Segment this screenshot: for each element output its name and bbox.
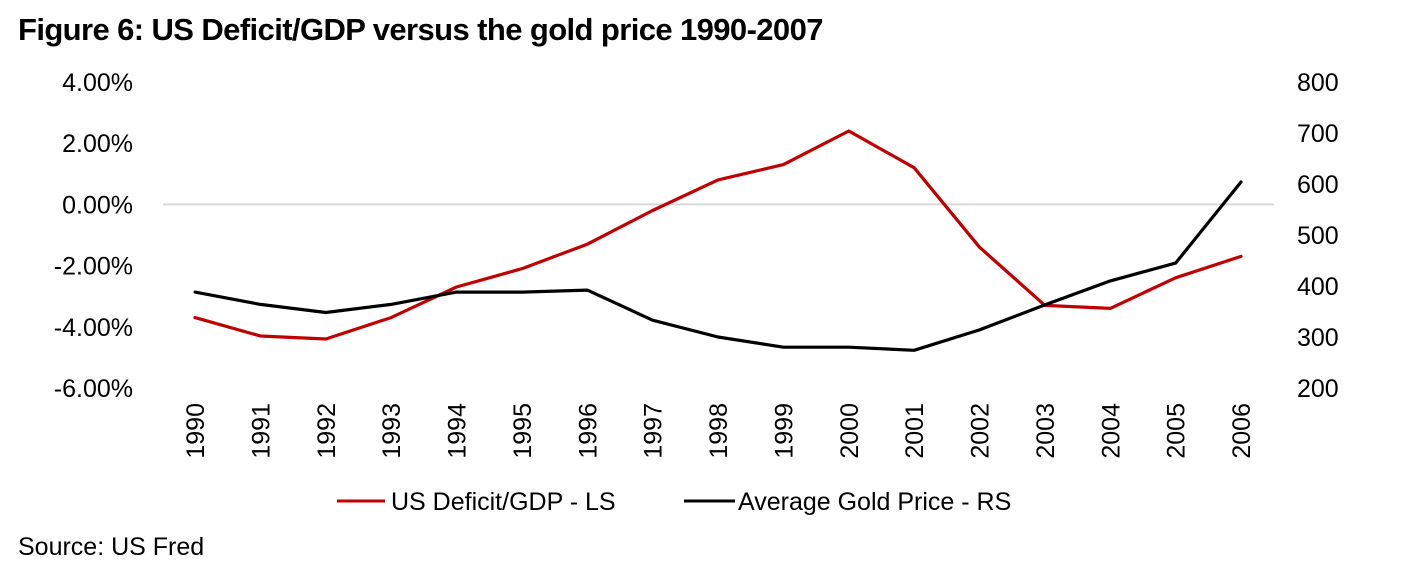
right-axis-tick-label: 800 xyxy=(1297,69,1339,97)
x-axis-tick-label: 1997 xyxy=(640,403,668,459)
right-axis-tick-label: 700 xyxy=(1297,120,1339,148)
x-axis-tick-label: 1993 xyxy=(378,403,406,459)
left-axis-tick-label: 0.00% xyxy=(62,191,133,219)
left-axis-tick-label: 4.00% xyxy=(62,69,133,97)
left-axis-tick-label: -2.00% xyxy=(54,253,133,281)
left-axis-tick-label: -6.00% xyxy=(54,375,133,403)
right-axis-tick-label: 500 xyxy=(1297,222,1339,250)
left-axis-tick-label: 2.00% xyxy=(62,130,133,158)
x-axis-tick-label: 2003 xyxy=(1032,403,1060,459)
right-axis-tick-label: 600 xyxy=(1297,171,1339,199)
series-line-gold-price xyxy=(193,180,1243,352)
right-axis-tick-label: 200 xyxy=(1297,375,1339,403)
x-axis-tick-label: 1995 xyxy=(509,403,537,459)
legend-item-gold-price: Average Gold Price - RS xyxy=(684,488,1011,516)
x-axis-tick-label: 2001 xyxy=(901,403,929,459)
legend-label: US Deficit/GDP - LS xyxy=(391,488,616,516)
legend-item-deficit-gdp: US Deficit/GDP - LS xyxy=(337,488,616,516)
x-axis-tick-label: 2002 xyxy=(967,403,995,459)
x-axis-tick-label: 1998 xyxy=(705,403,733,459)
chart-title: Figure 6: US Deficit/GDP versus the gold… xyxy=(18,12,823,47)
legend-label: Average Gold Price - RS xyxy=(738,488,1011,516)
x-axis-tick-label: 2004 xyxy=(1097,403,1125,459)
source-note: Source: US Fred xyxy=(18,533,205,561)
x-axis-tick-label: 2006 xyxy=(1228,403,1256,459)
x-axis-tick-label: 2005 xyxy=(1163,403,1191,459)
left-axis-tick-label: -4.00% xyxy=(54,314,133,342)
x-axis-tick-label: 1991 xyxy=(247,403,275,459)
right-axis-tick-label: 300 xyxy=(1297,324,1339,352)
x-axis-tick-label: 2000 xyxy=(836,403,864,459)
x-axis-tick-label: 1996 xyxy=(574,403,602,459)
x-axis-tick-label: 1992 xyxy=(313,403,341,459)
right-axis-tick-label: 400 xyxy=(1297,273,1339,301)
x-axis-tick-label: 1999 xyxy=(770,403,798,459)
x-axis-tick-label: 1990 xyxy=(182,403,210,459)
series-line-deficit-gdp xyxy=(193,129,1243,341)
x-axis-tick-label: 1994 xyxy=(444,403,472,459)
